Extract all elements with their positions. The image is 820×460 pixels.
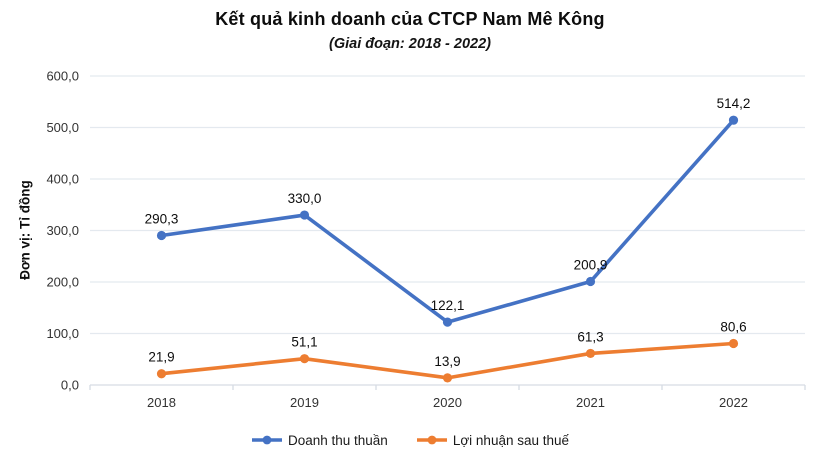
data-label: 61,3 [577,329,603,344]
data-point-marker [442,317,453,327]
legend-item: Doanh thu thuần [251,433,388,448]
y-tick-label: 600,0 [46,69,79,84]
legend-item-label: Doanh thu thuần [287,432,388,448]
data-label: 514,2 [717,96,751,111]
data-point-marker [299,354,310,364]
data-point-marker [442,373,453,383]
legend: Doanh thu thuần Lợi nhuận sau thuế [0,429,820,451]
data-label: 200,9 [574,258,608,273]
y-tick-label: 500,0 [46,120,79,135]
data-point-marker [728,338,739,349]
data-label: 122,1 [431,298,465,313]
data-point-marker [156,369,167,379]
series-line [159,118,736,324]
x-tick-label: 2020 [433,395,462,410]
legend-item-label: Lợi nhuận sau thuế [452,432,570,448]
legend-item: Lợi nhuận sau thuế [416,433,569,448]
chart-subtitle: (Giai đoạn: 2018 - 2022) [329,36,491,52]
data-point-marker [585,348,596,359]
data-point-marker [299,210,310,220]
legend-marker-icon [251,435,282,445]
data-label: 51,1 [291,335,317,350]
data-label: 290,3 [145,211,179,226]
data-point-marker [728,115,739,125]
y-tick-label: 200,0 [46,275,79,290]
chart-title: Kết quả kinh doanh của CTCP Nam Mê Kông [215,9,605,29]
data-label: 21,9 [148,350,174,365]
y-tick-label: 100,0 [46,326,79,341]
data-point-marker [585,276,596,287]
data-label: 330,0 [288,191,322,206]
y-tick-label: 0,0 [61,378,79,393]
data-label: 80,6 [720,319,746,334]
data-point-marker [156,230,167,241]
y-tick-label: 300,0 [46,223,79,238]
x-tick-label: 2021 [576,395,605,410]
data-label: 13,9 [434,354,460,369]
x-tick-label: 2022 [719,395,748,410]
x-tick-label: 2018 [147,395,176,410]
y-tick-label: 400,0 [46,172,79,187]
legend-marker-icon [416,435,447,445]
x-tick-label: 2019 [290,395,319,410]
